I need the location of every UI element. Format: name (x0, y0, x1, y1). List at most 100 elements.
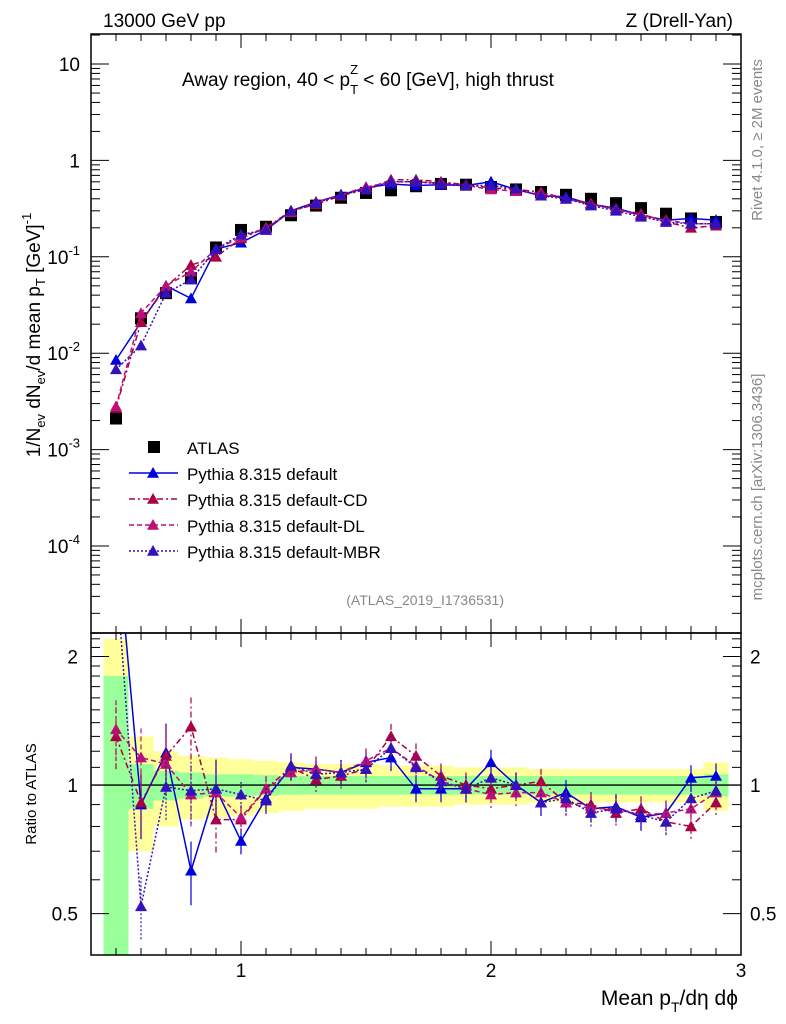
axis-ticks: 1 2 3 10 1 10-1 10-2 10-3 10-4 0.5 0.5 1 1 2 2 (47, 34, 776, 982)
ratio-marker (685, 771, 697, 783)
ratio-marker (635, 809, 647, 820)
y-tick-label: 10-1 (47, 243, 80, 269)
series-marker (310, 197, 322, 208)
ratio-marker (235, 788, 247, 800)
ratio-marker (585, 807, 597, 818)
y-tick-label: 10-2 (47, 339, 80, 365)
ratio-marker (135, 796, 147, 808)
ratio-marker (310, 768, 322, 780)
plot-title: Away region, 40 < pTZ < 60 [GeV], high t… (182, 62, 555, 97)
ratio-marker (410, 782, 422, 794)
ratio-marker (110, 723, 122, 735)
atlas-data-point (660, 207, 672, 220)
legend-square-icon (148, 441, 160, 453)
svg-text:Rivet 4.1.0, ≥ 2M events: Rivet 4.1.0, ≥ 2M events (749, 59, 766, 221)
x-tick-label: 1 (236, 961, 247, 982)
ratio-marker (110, 522, 122, 533)
series-marker (110, 353, 122, 365)
series-marker (185, 273, 197, 285)
series-marker (135, 307, 147, 318)
ratio-line (124, 633, 717, 871)
ratio-marker (660, 815, 672, 827)
ratio-marker (460, 782, 472, 794)
y-tick-label: 10 (59, 55, 80, 76)
legend-label: Pythia 8.315 default-MBR (187, 543, 381, 562)
main-series-3 (110, 175, 722, 412)
series-marker (135, 339, 147, 351)
y-tick-label: 10-4 (47, 532, 80, 558)
legend-label: ATLAS (187, 439, 240, 458)
legend-item: Pythia 8.315 default-CD (129, 491, 368, 510)
ratio-marker (535, 796, 547, 808)
ratio-marker (685, 802, 697, 814)
series-marker (185, 259, 197, 270)
ratio-marker (185, 720, 197, 732)
y-tick-label: 1 (69, 151, 80, 172)
series-marker (385, 175, 397, 187)
ratio-marker (510, 779, 522, 790)
legend-triangle-icon (147, 493, 159, 504)
ratio-marker (485, 756, 497, 768)
ratio-marker (360, 754, 372, 766)
ratio-marker (110, 563, 122, 574)
main-series-1 (110, 175, 722, 365)
ratio-marker (135, 900, 147, 912)
ratio-line (119, 633, 717, 907)
ratio-marker (510, 786, 522, 798)
ratio-marker (260, 794, 272, 806)
main-series-layer (110, 173, 722, 425)
legend-triangle-icon (147, 467, 159, 478)
ratio-marker (335, 766, 347, 778)
header-left: 13000 GeV pp (103, 11, 226, 32)
legend: ATLAS Pythia 8.315 default Pythia 8.315 de… (129, 439, 381, 562)
series-marker (135, 316, 147, 327)
ratio-marker (685, 820, 697, 832)
series-marker (285, 204, 297, 216)
series-marker (585, 199, 597, 211)
series-marker (460, 179, 472, 191)
ratio-y-tick-label: 0.5 (52, 905, 78, 926)
series-marker (335, 188, 347, 200)
legend-item: Pythia 8.315 default (129, 465, 338, 484)
ratio-marker (535, 786, 547, 798)
legend-item: Pythia 8.315 default-MBR (129, 543, 381, 562)
series-marker (435, 177, 447, 189)
main-y-axis-label: 1/Nev dNev/d mean pT [GeV]-1 (19, 213, 48, 458)
rivet-version-label: Rivet 4.1.0, ≥ 2M events (749, 59, 766, 221)
series-marker (185, 265, 197, 277)
ratio-marker (485, 782, 497, 794)
series-marker (260, 223, 272, 235)
svg-text:Ratio to ATLAS: Ratio to ATLAS (23, 743, 40, 844)
x-tick-label: 3 (736, 961, 747, 982)
analysis-label: (ATLAS_2019_I1736531) (346, 592, 504, 608)
ratio-marker (710, 784, 722, 796)
ratio-marker (235, 811, 247, 823)
legend-label: Pythia 8.315 default (187, 465, 338, 484)
series-marker (510, 182, 522, 194)
ratio-marker (135, 751, 147, 763)
header-right: Z (Drell-Yan) (626, 11, 733, 32)
svg-text:mcplots.cern.ch [arXiv:1306.34: mcplots.cern.ch [arXiv:1306.3436] (749, 374, 766, 601)
series-marker (485, 179, 497, 191)
series-marker (710, 217, 722, 229)
mcplots-label: mcplots.cern.ch [arXiv:1306.3436] (749, 374, 766, 601)
legend-item: Pythia 8.315 default-DL (129, 517, 365, 536)
ratio-y-axis-label: Ratio to ATLAS (23, 743, 40, 844)
legend-triangle-icon (147, 545, 159, 556)
ratio-marker (285, 766, 297, 778)
ratio-marker (160, 780, 172, 792)
ratio-marker (710, 770, 722, 781)
ratio-marker (360, 763, 372, 774)
ratio-marker (485, 771, 497, 783)
series-marker (210, 243, 222, 254)
ratio-marker (185, 784, 197, 796)
series-marker (110, 400, 122, 412)
x-axis-label: Mean pT/dη dϕ (601, 987, 738, 1015)
series-marker (185, 292, 197, 304)
main-series-4 (110, 175, 722, 375)
series-marker (360, 183, 372, 195)
ratio-marker (710, 796, 722, 808)
ratio-marker (235, 834, 247, 846)
ratio-y-tick-label-right: 2 (750, 647, 761, 668)
